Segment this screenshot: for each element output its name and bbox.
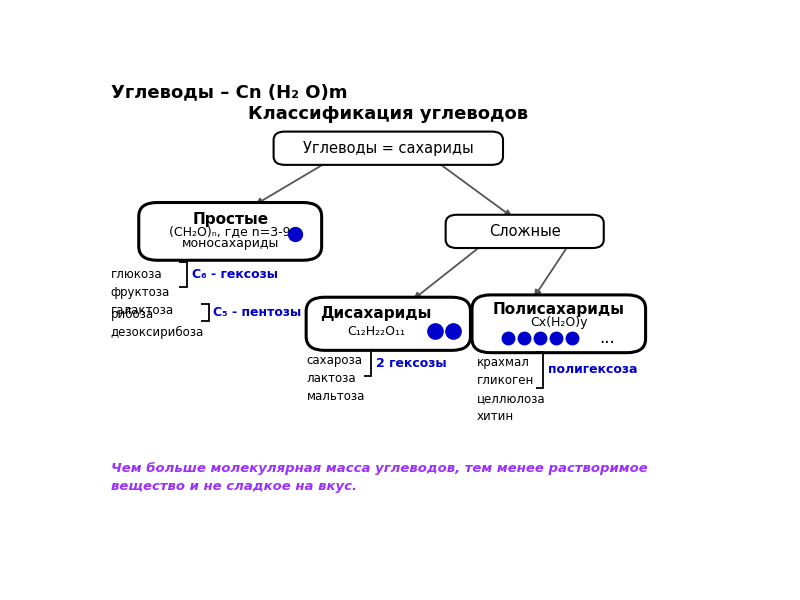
Text: 2 гексозы: 2 гексозы bbox=[376, 356, 446, 370]
Text: Сложные: Сложные bbox=[489, 224, 561, 239]
Text: глюкоза
фруктоза
галактоза: глюкоза фруктоза галактоза bbox=[110, 268, 174, 317]
Text: C₆ - гексозы: C₆ - гексозы bbox=[192, 268, 278, 281]
Text: Углеводы – Cn (H₂ O)m: Углеводы – Cn (H₂ O)m bbox=[111, 83, 348, 101]
FancyBboxPatch shape bbox=[446, 215, 604, 248]
Text: Углеводы = сахариды: Углеводы = сахариды bbox=[303, 141, 474, 156]
Text: крахмал
гликоген
целлюлоза
хитин: крахмал гликоген целлюлоза хитин bbox=[477, 356, 546, 423]
Text: C₅ - пентозы: C₅ - пентозы bbox=[214, 306, 302, 319]
FancyBboxPatch shape bbox=[274, 131, 503, 165]
Text: Полисахариды: Полисахариды bbox=[493, 302, 625, 317]
Text: Cx(H₂O)y: Cx(H₂O)y bbox=[530, 316, 587, 329]
Text: ...: ... bbox=[599, 329, 615, 347]
Text: моносахариды: моносахариды bbox=[182, 237, 279, 250]
Text: C₁₂H₂₂O₁₁: C₁₂H₂₂O₁₁ bbox=[347, 325, 405, 338]
Text: сахароза
лактоза
мальтоза: сахароза лактоза мальтоза bbox=[306, 354, 365, 403]
Text: Классификация углеводов: Классификация углеводов bbox=[248, 105, 528, 123]
Text: рибоза
дезоксирибоза: рибоза дезоксирибоза bbox=[110, 308, 204, 339]
Text: Дисахариды: Дисахариды bbox=[320, 306, 431, 321]
Text: (CH₂O)ₙ, где n=3-9: (CH₂O)ₙ, где n=3-9 bbox=[170, 225, 291, 238]
FancyBboxPatch shape bbox=[306, 297, 470, 350]
Text: Чем больше молекулярная масса углеводов, тем менее растворимое
вещество и не сла: Чем больше молекулярная масса углеводов,… bbox=[111, 463, 648, 493]
Text: Простые: Простые bbox=[192, 212, 268, 227]
FancyBboxPatch shape bbox=[472, 295, 646, 353]
Text: полигексоза: полигексоза bbox=[548, 364, 638, 376]
FancyBboxPatch shape bbox=[138, 203, 322, 260]
